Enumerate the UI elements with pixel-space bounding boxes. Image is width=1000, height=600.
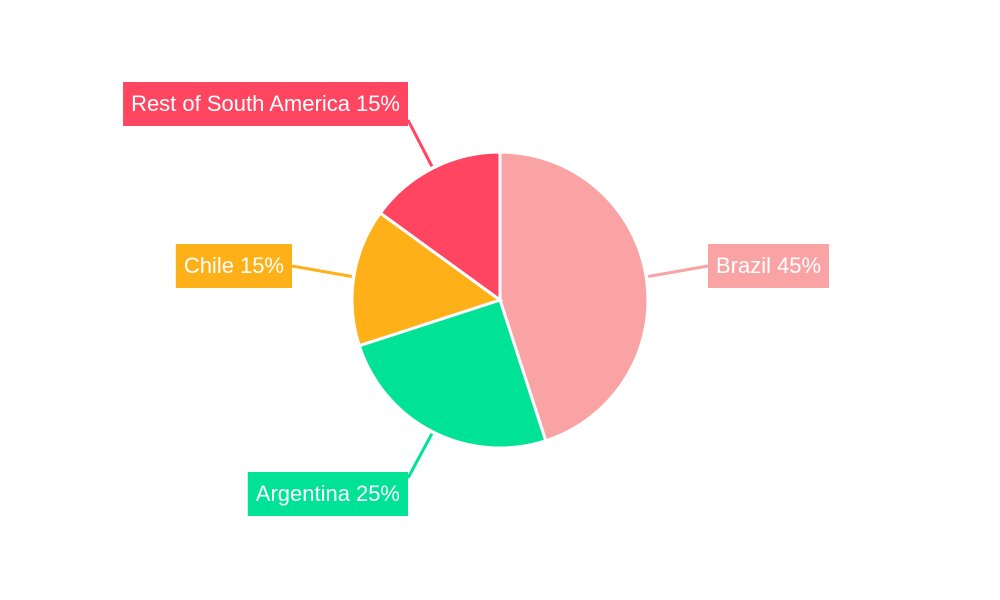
- label-category: Chile: [184, 253, 234, 278]
- data-label: Argentina 25%: [247, 472, 408, 516]
- label-text: Rest of South America 15%: [131, 91, 400, 116]
- label-text: Argentina 25%: [256, 481, 400, 506]
- leader-line: [291, 264, 353, 279]
- label-box: [247, 472, 408, 516]
- label-category: Rest of South America: [131, 91, 351, 116]
- label-box: [175, 244, 292, 288]
- label-value: 45%: [777, 253, 821, 278]
- label-text: Chile 15%: [184, 253, 284, 278]
- label-value: 15%: [356, 91, 400, 116]
- label-category: Brazil: [716, 253, 771, 278]
- data-label: Brazil 45%: [708, 244, 830, 288]
- label-category: Argentina: [256, 481, 351, 506]
- label-box: [708, 244, 830, 288]
- label-value: 25%: [356, 481, 400, 506]
- leader-line: [406, 119, 434, 168]
- pie-slice: [357, 298, 548, 450]
- leader-line: [406, 432, 434, 479]
- leader-line: [647, 264, 709, 279]
- label-value: 15%: [240, 253, 284, 278]
- label-text: Brazil 45%: [716, 253, 821, 278]
- data-label: Rest of South America 15%: [123, 82, 408, 126]
- data-label: Chile 15%: [175, 244, 292, 288]
- pie-slice: [498, 150, 650, 443]
- pie-slice: [378, 150, 502, 303]
- pie-slice: [350, 210, 504, 348]
- label-box: [123, 82, 408, 126]
